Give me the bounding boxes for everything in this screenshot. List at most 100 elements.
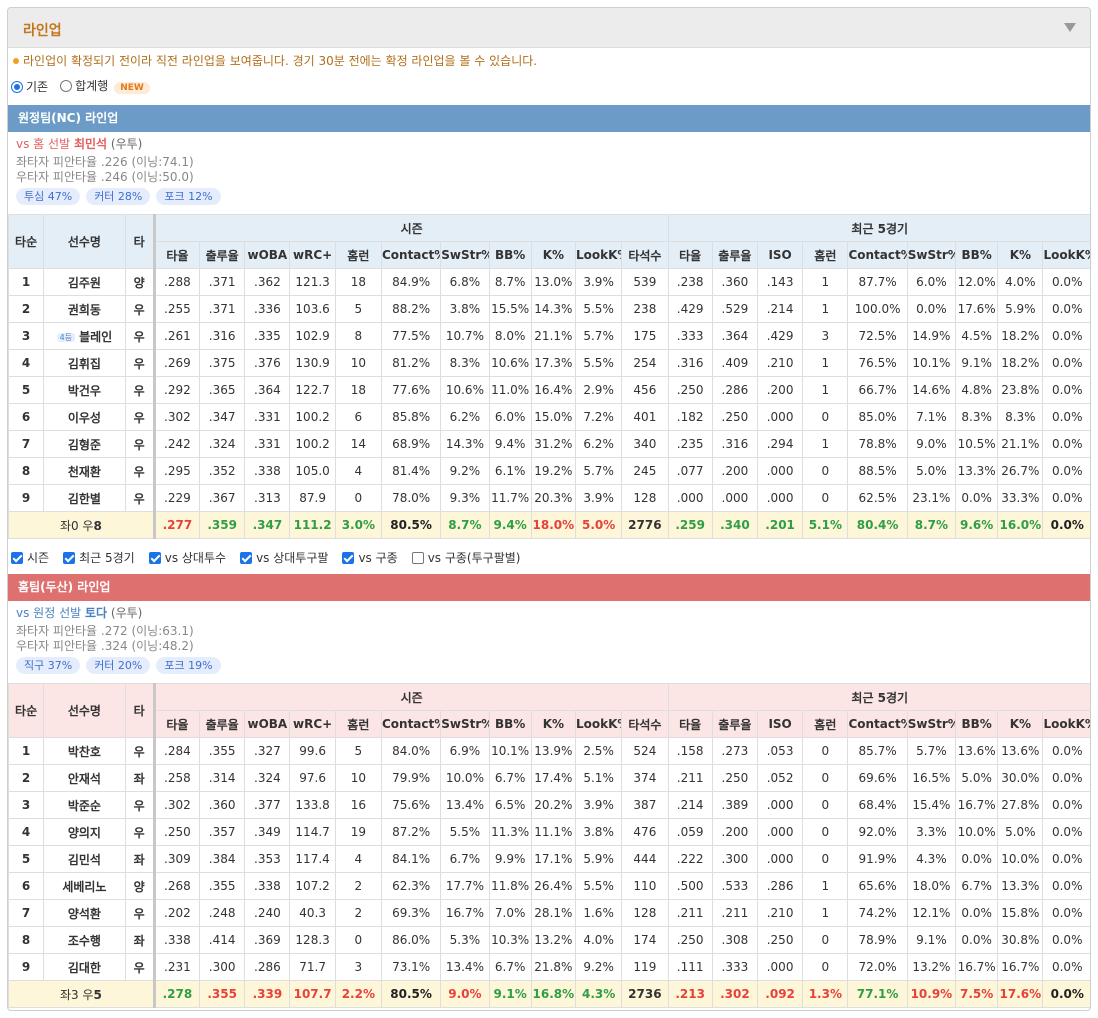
stat-cell: 16.7%	[955, 953, 999, 981]
stat-cell: .053	[756, 737, 804, 765]
stat-cell: 27.8%	[997, 791, 1044, 819]
column-header: 출루율	[711, 710, 758, 738]
bat-hand: 우	[124, 376, 155, 404]
total-cell: .355	[199, 980, 246, 1008]
stat-cell: 17.7%	[440, 872, 490, 900]
split-stat: 우타자 피안타율 .246 (이닝:50.0)	[16, 170, 194, 184]
stat-cell: .364	[244, 376, 291, 404]
total-label-count: 8	[93, 518, 102, 533]
stat-cell: .308	[711, 926, 758, 954]
bat-hand: 좌	[124, 926, 155, 954]
checkbox[interactable]	[342, 552, 355, 564]
stat-cell: 5.1%	[574, 764, 623, 792]
column-header: 출루율	[711, 241, 758, 269]
team-bar: 홈팀(두산) 라인업	[8, 574, 1090, 601]
total-cell: 0.0%	[1042, 511, 1090, 539]
group-header: 최근 5경기	[667, 214, 1090, 242]
stat-cell: 0	[802, 457, 849, 485]
stat-cell: 21.1%	[997, 430, 1044, 458]
total-cell: .277	[152, 511, 201, 539]
stat-cell: 5.0%	[955, 764, 999, 792]
view-options: 기존 합계행 NEW	[11, 78, 156, 96]
stat-cell: .309	[152, 845, 201, 873]
stat-cell: 4.8%	[955, 376, 999, 404]
stat-cell: 374	[621, 764, 669, 792]
stat-cell: 6.5%	[488, 791, 532, 819]
stat-cell: 79.9%	[380, 764, 442, 792]
stat-cell: .389	[711, 791, 758, 819]
stat-cell: .316	[667, 349, 713, 377]
stat-cell: 117.4	[289, 845, 336, 873]
stat-cell: .238	[667, 268, 713, 296]
checkbox[interactable]	[11, 552, 23, 564]
stat-cell: 103.6	[289, 295, 336, 323]
filter-label: 시즌	[27, 551, 50, 565]
stat-cell: .000	[756, 484, 804, 512]
stat-cell: 0.0%	[906, 295, 957, 323]
player-row: 6 이우성 우 .302.347.331 100.2 6 85.8% 6.2% 6.0% 15.0…	[8, 403, 1090, 431]
radio[interactable]	[60, 80, 73, 92]
stat-cell: 1	[802, 349, 849, 377]
filter[interactable]: 최근 5경기	[63, 550, 135, 566]
stat-cell: 11.7%	[488, 484, 532, 512]
total-cell: 5.1%	[802, 511, 849, 539]
player-name: 이우성	[43, 403, 126, 431]
group-header: 시즌	[152, 214, 669, 242]
filter[interactable]: vs 구종	[342, 550, 398, 566]
total-cell: 2.2%	[334, 980, 382, 1008]
pitcher-prefix: vs 원정 선발	[16, 606, 82, 620]
batting-order: 7	[8, 430, 45, 458]
player-row: 7 양석환 우 .202.248.240 40.3 2 69.3% 16.7% 7.0% 28.1…	[8, 899, 1090, 927]
panel-header[interactable]: 라인업	[8, 8, 1090, 48]
total-cell: 80.4%	[847, 511, 908, 539]
total-cell: 1.3%	[802, 980, 849, 1008]
stat-cell: .314	[199, 764, 246, 792]
checkbox[interactable]	[411, 552, 424, 564]
view-option[interactable]: 합계행 NEW	[60, 78, 150, 96]
column-header: 타	[124, 683, 155, 738]
total-cell: 9.0%	[440, 980, 490, 1008]
pitcher-name: 토다	[84, 606, 108, 620]
checkbox[interactable]	[240, 552, 253, 564]
radio[interactable]	[11, 81, 23, 93]
total-cell: 4.3%	[574, 980, 623, 1008]
stat-cell: 7.1%	[906, 403, 957, 431]
stat-cell: 0.0%	[1042, 430, 1090, 458]
stat-cell: 444	[621, 845, 669, 873]
stat-cell: .500	[667, 872, 713, 900]
stat-cell: 0.0%	[1042, 295, 1090, 323]
stat-cell: 0.0%	[1042, 484, 1090, 512]
filter[interactable]: 시즌	[11, 550, 49, 566]
stat-cell: .210	[756, 349, 804, 377]
player-row: 5 김민석 좌 .309.384.353 117.4 4 84.1% 6.7% 9.9% 17.1…	[8, 845, 1090, 873]
stat-cell: .338	[244, 872, 291, 900]
stat-cell: 0.0%	[1042, 953, 1090, 981]
stat-cell: .000	[756, 791, 804, 819]
stat-cell: 5.0%	[906, 457, 957, 485]
stat-cell: .369	[244, 926, 291, 954]
stat-cell: 3.8%	[574, 818, 623, 846]
lineup-table: 타순 선수명 타 시즌 최근 5경기 타율 출루율 wOBA wRC+ 홈런 Contact% SwS…	[8, 214, 1090, 539]
view-option[interactable]: 기존	[11, 79, 48, 95]
bat-hand: 우	[124, 899, 155, 927]
filter[interactable]: vs 구종(투구팔별)	[411, 550, 520, 566]
filter[interactable]: vs 상대투구팔	[240, 550, 328, 566]
total-cell: 5.0%	[574, 511, 623, 539]
filter[interactable]: vs 상대투수	[148, 550, 226, 566]
stat-cell: 8.3%	[440, 349, 490, 377]
collapse-arrow[interactable]	[1064, 23, 1076, 32]
stat-cell: .273	[711, 737, 758, 765]
stat-cell: 0	[802, 737, 849, 765]
checkbox[interactable]	[148, 552, 161, 564]
checkbox[interactable]	[63, 552, 76, 564]
stat-cell: .360	[199, 791, 246, 819]
column-header: LookK%	[1042, 710, 1090, 738]
column-header: 타율	[667, 710, 713, 738]
stat-cell: 85.8%	[380, 403, 442, 431]
stat-cell: 8	[334, 322, 382, 350]
batting-order: 6	[8, 872, 45, 900]
player-row: 1 박찬호 우 .284.355.327 99.6 5 84.0% 6.9% 10.1% 13.9…	[8, 737, 1090, 765]
stat-cell: 0.0%	[1042, 791, 1090, 819]
stat-cell: 69.3%	[380, 899, 442, 927]
home-team: 홈팀(두산) 라인업 vs 원정 선발 토다 (우투) 좌타자 피안타율 .272 …	[8, 574, 1090, 1008]
